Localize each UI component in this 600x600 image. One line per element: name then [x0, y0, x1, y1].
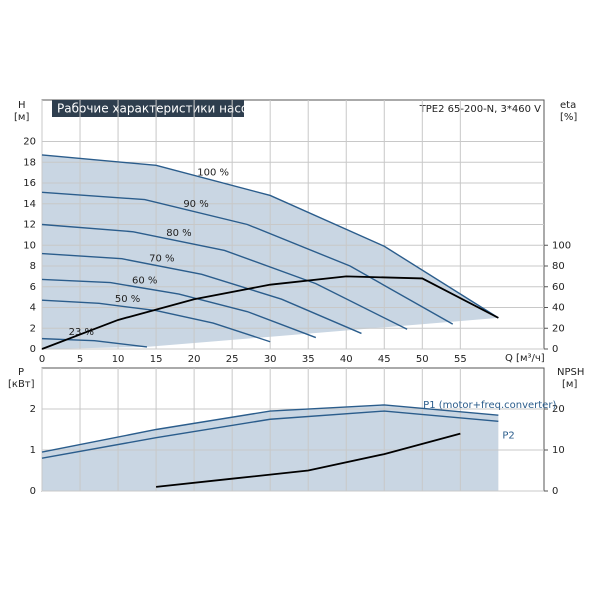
x-tick-label: 15: [150, 354, 163, 365]
y-tick-label: 14: [23, 199, 36, 210]
y-tick-label: 2: [30, 404, 36, 415]
x-label: Q [м³/ч]: [505, 353, 545, 364]
secondary-curve: [41, 275, 499, 350]
y-tick-label: 2: [30, 323, 36, 334]
y2-unit: [%]: [560, 112, 577, 123]
y2-tick-label: 0: [552, 344, 558, 355]
curve-label: P1 (motor+freq.converter): [423, 400, 556, 411]
curve: [41, 337, 148, 348]
x-tick-label: 25: [226, 354, 239, 365]
curve-label: 90 %: [183, 199, 208, 210]
x-tick-label: 55: [454, 354, 467, 365]
x-tick-label: 0: [39, 354, 45, 365]
x-tick-label: 5: [77, 354, 83, 365]
y2-tick-label: 10: [552, 445, 565, 456]
x-tick-label: 45: [378, 354, 391, 365]
curve-label: 80 %: [166, 228, 191, 239]
y2-unit: [м]: [562, 379, 577, 390]
curve-label: 23 %: [69, 327, 94, 338]
x-tick-label: 40: [340, 354, 353, 365]
y-tick-label: 1: [30, 445, 36, 456]
model: TPE2 65-200-N, 3*460 V: [419, 104, 541, 115]
y-tick-label: 4: [30, 303, 36, 314]
y-unit: [кВт]: [8, 379, 35, 390]
curve-label: 100 %: [197, 167, 229, 178]
x-tick-label: 30: [264, 354, 277, 365]
y2-tick-label: 20: [552, 404, 565, 415]
y-tick-label: 12: [23, 220, 36, 231]
y-unit: [м]: [14, 112, 29, 123]
y-tick-label: 10: [23, 240, 36, 251]
curve: [41, 299, 271, 343]
curve-label: 50 %: [115, 294, 140, 305]
y2-tick-label: 20: [552, 323, 565, 334]
y2-tick-label: 0: [552, 486, 558, 497]
y-tick-label: 18: [23, 157, 36, 168]
x-tick-label: 20: [188, 354, 201, 365]
y2-label: NPSH: [557, 367, 584, 378]
y-label: P: [18, 367, 24, 378]
y-label: H: [18, 100, 26, 111]
curve: [41, 223, 408, 330]
curve: [41, 154, 499, 319]
y2-tick-label: 40: [552, 303, 565, 314]
curve-label: 70 %: [149, 254, 174, 265]
y2-tick-label: 80: [552, 261, 565, 272]
curve: [41, 410, 499, 459]
y-tick-label: 16: [23, 178, 36, 189]
y-tick-label: 8: [30, 261, 36, 272]
title-box: [52, 100, 244, 117]
curve-label: 60 %: [132, 275, 157, 286]
curve: [41, 404, 499, 453]
secondary-curve: [155, 432, 461, 488]
y-tick-label: 0: [30, 486, 36, 497]
curve: [41, 252, 362, 335]
y-tick-label: 6: [30, 282, 36, 293]
x-tick-label: 50: [416, 354, 429, 365]
x-tick-label: 10: [112, 354, 125, 365]
y2-label: eta: [560, 100, 576, 111]
y-tick-label: 0: [30, 344, 36, 355]
curve: [41, 278, 317, 339]
x-tick-label: 35: [302, 354, 315, 365]
curve: [41, 191, 454, 325]
y2-tick-label: 100: [552, 240, 571, 251]
y-tick-label: 20: [23, 137, 36, 148]
curve-label: P2: [502, 430, 514, 441]
title: Рабочие характеристики насоса: [57, 102, 262, 116]
y2-tick-label: 60: [552, 282, 565, 293]
